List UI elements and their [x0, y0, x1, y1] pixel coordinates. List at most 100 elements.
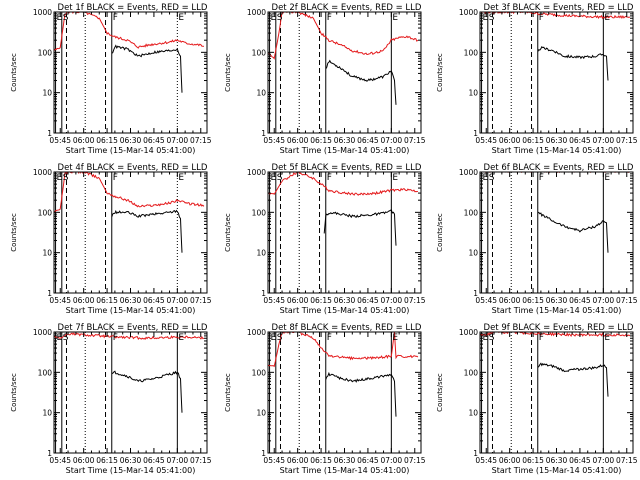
y-tick-label: 1000: [247, 168, 266, 177]
x-tick-label: 06:00: [73, 136, 95, 145]
y-tick-label: 1000: [247, 328, 266, 337]
x-axis-label: Start Time (15-Mar-14 05:41:00): [492, 306, 622, 315]
x-tick-label: 06:30: [334, 136, 356, 145]
x-tick-label: 07:15: [404, 456, 426, 465]
x-tick-label: 06:30: [546, 136, 568, 145]
y-tick-label: 1000: [33, 168, 52, 177]
event-marker-label: S: [489, 333, 495, 343]
plot-area: [480, 332, 631, 453]
x-tick-label: 07:15: [190, 456, 212, 465]
x-axis-label: Start Time (15-Mar-14 05:41:00): [66, 306, 196, 315]
y-tick-label: 1: [261, 289, 266, 298]
panel-1: Det 1f BLACK = Events, RED = LLD Counts/s…: [10, 3, 212, 155]
event-marker-label: E: [604, 333, 610, 343]
x-tick-label: 05:45: [475, 136, 497, 145]
panel-title: Det 7f BLACK = Events, RED = LLD: [58, 323, 208, 333]
y-axis-label: Counts/sec: [436, 53, 444, 92]
y-tick-label: 1000: [33, 8, 52, 17]
x-tick-label: 06:00: [287, 296, 309, 305]
panel-5: Det 5f BLACK = Events, RED = LLD Counts/s…: [224, 163, 426, 315]
x-tick-label: 06:15: [310, 456, 332, 465]
y-tick-label: 1: [47, 129, 52, 138]
x-tick-label: 07:00: [381, 456, 403, 465]
series-line-events: [111, 209, 183, 253]
plot-frame: [53, 11, 208, 134]
event-marker-label: S: [277, 333, 283, 343]
panel-4: Det 4f BLACK = Events, RED = LLD Counts/s…: [10, 163, 212, 315]
y-tick-label: 100: [464, 48, 479, 57]
plot-frame: [479, 171, 634, 294]
panel-9: Det 9f BLACK = Events, RED = LLD Counts/s…: [436, 323, 638, 475]
x-tick-label: 07:15: [190, 296, 212, 305]
y-tick-label: 1000: [459, 168, 478, 177]
y-tick-label: 100: [252, 48, 267, 57]
plot-area: [54, 12, 204, 133]
y-tick-label: 10: [42, 249, 52, 258]
x-tick-label: 05:45: [263, 136, 285, 145]
x-tick-label: 06:45: [143, 136, 165, 145]
y-tick-label: 1: [47, 449, 52, 458]
y-axis-label: Counts/sec: [10, 213, 18, 252]
x-tick-label: 07:00: [593, 136, 615, 145]
y-axis-label: Counts/sec: [224, 53, 232, 92]
x-tick-label: 06:00: [287, 136, 309, 145]
x-tick-label: 07:00: [593, 456, 615, 465]
x-tick-label: 06:45: [569, 456, 591, 465]
panel-title: Det 4f BLACK = Events, RED = LLD: [58, 163, 208, 173]
event-marker-label: E: [483, 13, 489, 23]
x-tick-label: 06:30: [546, 296, 568, 305]
y-tick-label: 10: [256, 89, 266, 98]
x-tick-label: 06:00: [499, 456, 521, 465]
event-marker-label: E: [604, 13, 610, 23]
event-marker-label: S: [63, 173, 69, 183]
y-tick-label: 1000: [459, 328, 478, 337]
y-tick-label: 100: [464, 368, 479, 377]
event-marker-label: E: [57, 333, 63, 343]
x-tick-label: 06:15: [96, 456, 118, 465]
x-tick-label: 07:00: [167, 456, 189, 465]
x-axis-label: Start Time (15-Mar-14 05:41:00): [66, 466, 196, 475]
x-axis-label: Start Time (15-Mar-14 05:41:00): [280, 466, 410, 475]
panel-2: Det 2f BLACK = Events, RED = LLD Counts/s…: [224, 3, 426, 155]
x-tick-label: 06:00: [287, 456, 309, 465]
x-tick-label: 05:45: [49, 296, 71, 305]
event-marker-label: F: [327, 333, 332, 343]
event-marker-label: E: [483, 173, 489, 183]
y-tick-label: 10: [256, 249, 266, 258]
series-line-lld: [54, 332, 205, 341]
x-tick-label: 06:15: [310, 296, 332, 305]
event-marker-label: E: [178, 173, 184, 183]
event-marker-label: F: [539, 173, 544, 183]
x-tick-label: 06:15: [522, 296, 544, 305]
series-line-events: [111, 370, 183, 413]
plot-area: [268, 12, 419, 133]
plot-area: [481, 172, 630, 293]
series-line-events: [111, 44, 183, 93]
x-tick-label: 06:45: [143, 296, 165, 305]
y-tick-label: 10: [468, 249, 478, 258]
event-marker-label: F: [113, 13, 118, 23]
x-tick-label: 07:00: [593, 296, 615, 305]
y-axis-label: Counts/sec: [436, 373, 444, 412]
x-tick-label: 05:45: [263, 296, 285, 305]
x-tick-label: 05:45: [475, 296, 497, 305]
plot-frame: [53, 331, 208, 454]
event-marker-label: E: [271, 13, 277, 23]
y-tick-label: 10: [468, 89, 478, 98]
event-marker-label: S: [277, 173, 283, 183]
panel-title: Det 1f BLACK = Events, RED = LLD: [58, 3, 208, 13]
event-marker-label: S: [63, 13, 69, 23]
plot-frame: [479, 11, 634, 134]
x-tick-label: 06:15: [522, 136, 544, 145]
y-tick-label: 1000: [247, 8, 266, 17]
event-marker-label: E: [178, 333, 184, 343]
y-axis-label: Counts/sec: [10, 53, 18, 92]
event-marker-label: S: [489, 173, 495, 183]
y-tick-label: 1000: [459, 8, 478, 17]
event-marker-label: E: [271, 333, 277, 343]
x-tick-label: 06:45: [569, 296, 591, 305]
y-tick-label: 10: [468, 409, 478, 418]
x-tick-label: 06:15: [522, 456, 544, 465]
x-tick-label: 06:30: [334, 456, 356, 465]
x-tick-label: 06:45: [357, 296, 379, 305]
